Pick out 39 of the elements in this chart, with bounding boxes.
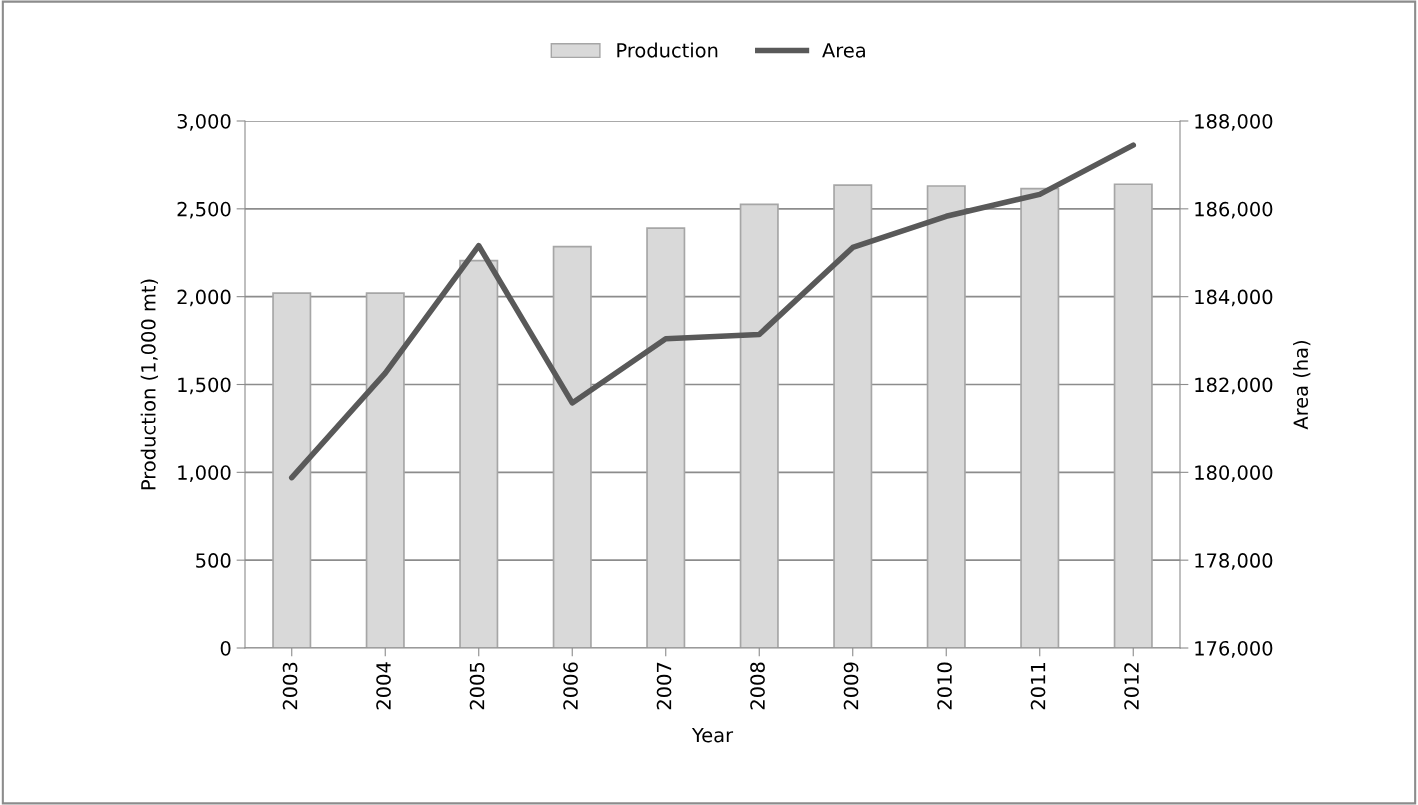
y-tick-label: 500: [196, 553, 231, 568]
y-axis-title: Production (1,000 mt): [140, 279, 158, 490]
bar: [739, 203, 779, 648]
x-tick-label: 2005: [469, 662, 485, 710]
y-tick-label: 2,500: [177, 201, 231, 219]
y-tick-label: 1,500: [178, 377, 231, 395]
y2-tick-label: 178,000: [1195, 553, 1273, 570]
bar: [552, 245, 592, 648]
x-tick-label: 2006: [563, 662, 578, 710]
y-tick-label: 1,000: [178, 465, 231, 482]
y2-tick-label: 182,000: [1195, 377, 1273, 395]
bar: [646, 227, 686, 648]
y-tick-label: 0: [220, 640, 231, 656]
y-tick-label: 3,000: [177, 113, 231, 131]
bar: [833, 184, 873, 648]
y2-axis-title: Area (ha): [1293, 341, 1311, 430]
bar: [459, 259, 499, 648]
y2-tick-label: 188,000: [1195, 113, 1273, 131]
y2-tick-label: 180,000: [1195, 465, 1273, 482]
y-tick-label: 2,000: [177, 289, 231, 307]
bar: [926, 185, 966, 648]
bar: [365, 292, 405, 648]
x-tick-label: 2007: [656, 662, 672, 710]
x-tick-label: 2012: [1124, 663, 1139, 710]
x-tick-label: 2003: [282, 662, 298, 710]
bar: [272, 292, 312, 648]
y2-tick-label: 176,000: [1195, 640, 1273, 658]
legend-label: Production: [617, 42, 718, 58]
y2-tick-label: 186,000: [1195, 201, 1273, 219]
x-tick-label: 2004: [376, 662, 391, 710]
x-axis-title: Year: [691, 727, 734, 743]
x-tick-label: 2011: [1030, 662, 1046, 710]
bar: [1113, 183, 1153, 648]
bar: [1020, 187, 1060, 648]
x-tick-label: 2009: [843, 662, 859, 710]
y2-tick-label: 184,000: [1195, 289, 1273, 307]
x-tick-label: 2008: [750, 662, 765, 710]
legend-label: Area: [822, 43, 865, 58]
x-tick-label: 2010: [937, 662, 952, 710]
